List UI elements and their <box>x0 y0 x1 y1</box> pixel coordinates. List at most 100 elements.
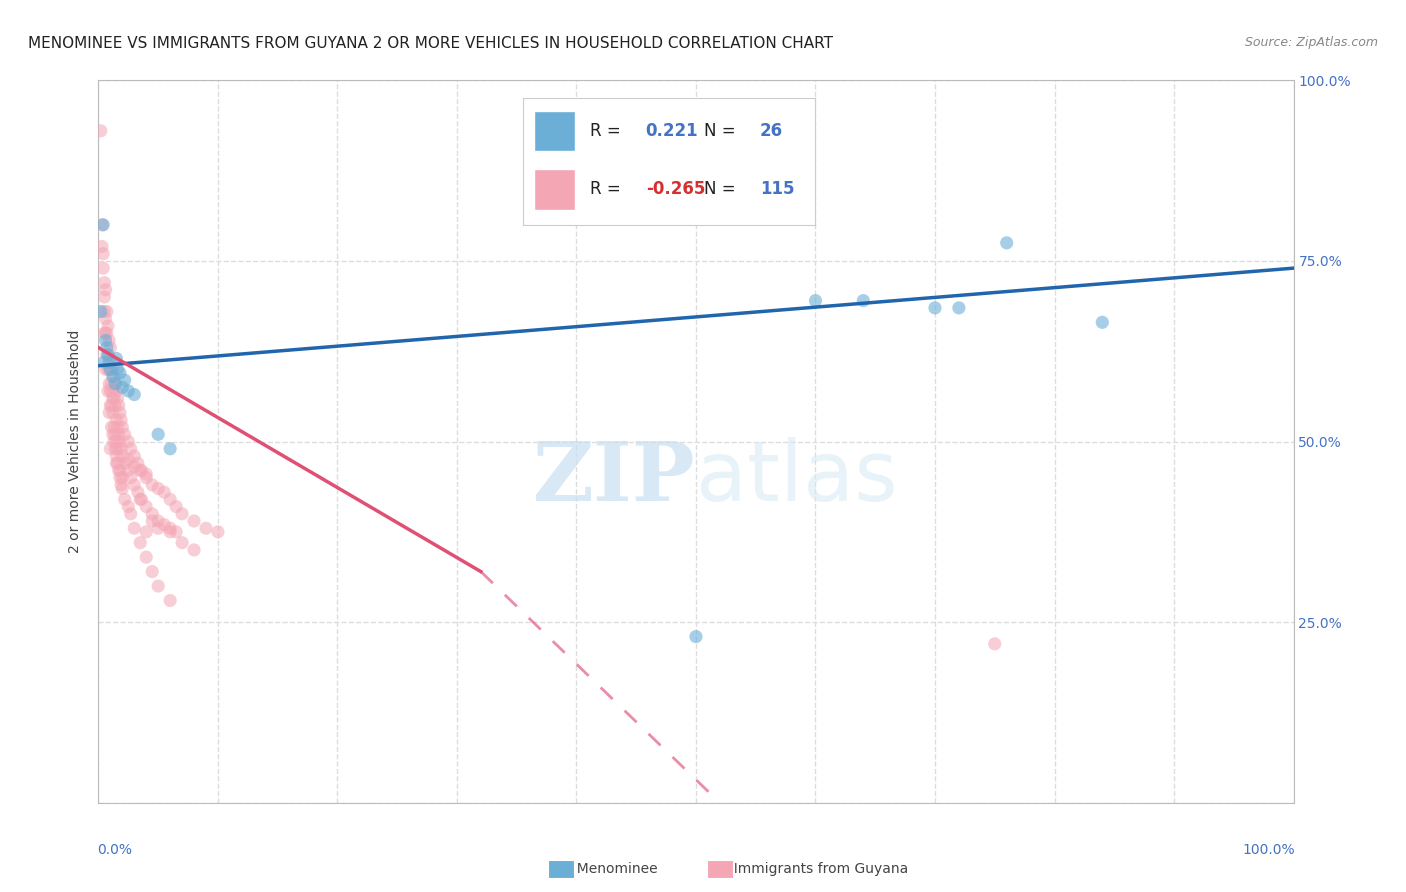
Point <box>90 124 112 138</box>
Point <box>127 485 149 500</box>
Point <box>93 276 115 290</box>
Point <box>124 521 146 535</box>
Point <box>135 550 157 565</box>
Point <box>124 387 146 401</box>
Point <box>120 442 142 456</box>
Text: Menominee: Menominee <box>568 862 658 876</box>
Point <box>103 391 125 405</box>
Point <box>110 478 132 492</box>
Point <box>96 348 118 362</box>
Point <box>105 413 128 427</box>
Point <box>207 524 229 539</box>
Point <box>948 301 970 315</box>
Point <box>131 463 153 477</box>
Point <box>159 593 181 607</box>
Point <box>148 427 170 442</box>
Point <box>141 514 163 528</box>
Point <box>90 304 112 318</box>
Point <box>129 492 152 507</box>
Point <box>100 420 122 434</box>
Point <box>94 362 117 376</box>
Point <box>153 517 176 532</box>
Point <box>135 470 157 484</box>
Point <box>103 434 125 449</box>
Point <box>107 391 129 405</box>
Point <box>117 434 139 449</box>
Point <box>101 384 124 398</box>
Point <box>124 478 146 492</box>
Point <box>97 362 120 376</box>
Point <box>101 391 124 405</box>
Point <box>110 413 132 427</box>
Point <box>108 463 131 477</box>
Point <box>111 449 134 463</box>
Point <box>105 351 128 366</box>
Point <box>108 366 131 380</box>
Point <box>183 514 205 528</box>
Point <box>135 467 157 481</box>
Point <box>94 326 117 340</box>
Text: 100.0%: 100.0% <box>1241 843 1295 856</box>
Point <box>141 507 163 521</box>
Point <box>98 384 122 398</box>
Point <box>804 293 827 308</box>
Point <box>1091 315 1114 329</box>
Point <box>94 334 117 348</box>
Point <box>107 442 129 456</box>
Point <box>107 420 129 434</box>
Point <box>93 355 115 369</box>
Point <box>98 406 121 420</box>
Point <box>685 630 707 644</box>
Point <box>104 376 127 391</box>
Point <box>172 535 194 549</box>
Text: Immigrants from Guyana: Immigrants from Guyana <box>725 862 908 876</box>
Point <box>141 565 163 579</box>
Point <box>103 420 125 434</box>
Point <box>104 442 127 456</box>
Point <box>148 514 170 528</box>
Point <box>104 427 127 442</box>
Point <box>107 456 129 470</box>
Point <box>91 246 114 260</box>
Point <box>98 334 121 348</box>
Y-axis label: 2 or more Vehicles in Household: 2 or more Vehicles in Household <box>69 330 83 553</box>
Point <box>165 524 187 539</box>
Point <box>111 420 134 434</box>
Point <box>114 373 136 387</box>
Point <box>131 492 153 507</box>
Point <box>107 463 129 477</box>
Point <box>97 318 120 333</box>
Point <box>114 456 136 470</box>
Point <box>98 376 121 391</box>
Point <box>98 355 121 369</box>
Point <box>98 362 122 376</box>
Point <box>101 406 124 420</box>
Point <box>98 362 122 376</box>
Point <box>153 485 176 500</box>
Point <box>94 311 117 326</box>
Point <box>108 434 131 449</box>
Point <box>96 304 118 318</box>
Point <box>124 459 146 474</box>
Point <box>98 341 122 355</box>
Point <box>107 398 129 412</box>
Point <box>135 500 157 514</box>
Point <box>96 341 118 355</box>
Point <box>98 398 122 412</box>
Point <box>104 376 127 391</box>
Point <box>103 369 125 384</box>
Point <box>172 507 194 521</box>
Point <box>129 463 152 477</box>
Point <box>141 478 163 492</box>
Point <box>117 500 139 514</box>
Point <box>159 492 181 507</box>
Point <box>100 398 122 412</box>
Point <box>91 218 114 232</box>
Point <box>114 492 136 507</box>
Point <box>111 380 134 394</box>
Point <box>98 362 121 376</box>
Point <box>984 637 1007 651</box>
Point <box>107 427 129 442</box>
Text: 0.0%: 0.0% <box>97 843 132 856</box>
Point <box>159 521 181 535</box>
